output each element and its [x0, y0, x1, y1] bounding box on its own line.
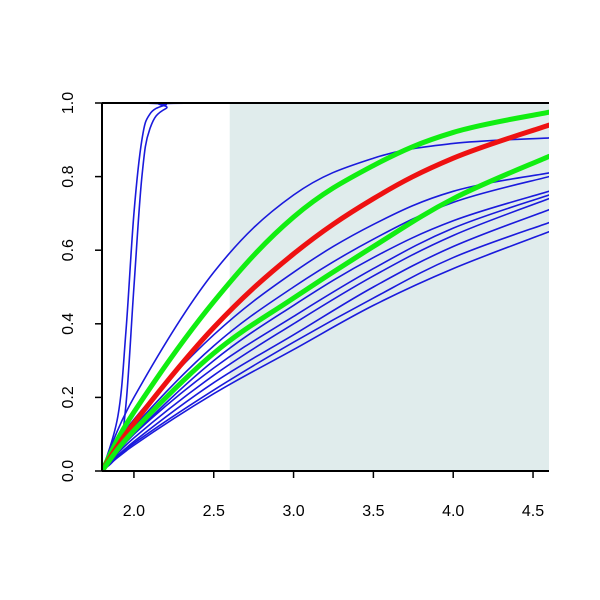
- green-series-line-11: [102, 109, 549, 471]
- shaded-region: [229, 103, 549, 471]
- y-tick-label: 1.0: [60, 92, 77, 114]
- x-tick-label: 3.5: [362, 503, 384, 520]
- series-group: [102, 103, 549, 471]
- blue-series-line-9: [102, 221, 549, 471]
- blue-series-line-4: [102, 175, 549, 471]
- axes: 0.0 0.2 0.4 0.6 0.8 1.0 2.0 2.5 3.0 3.5 4.0 4.5: [60, 92, 549, 520]
- y-tick-label: 0.4: [60, 313, 77, 335]
- blue-series-line-2: [102, 137, 549, 471]
- blue-series-line-6: [102, 194, 549, 471]
- y-tick-label: 0.0: [60, 460, 77, 482]
- green-series-line-13: [102, 153, 549, 471]
- x-tick-label: 4.0: [442, 503, 464, 520]
- x-tick-label: 2.5: [203, 503, 225, 520]
- x-tick-label: 3.0: [282, 503, 304, 520]
- y-tick-label: 0.8: [60, 165, 77, 187]
- x-tick-label: 2.0: [123, 503, 145, 520]
- blue-series-line-10: [102, 231, 549, 471]
- blue-series-line-8: [102, 208, 549, 471]
- x-tick-label: 4.5: [522, 503, 544, 520]
- y-tick-label: 0.6: [60, 239, 77, 261]
- blue-series-line-7: [102, 197, 549, 471]
- y-tick-label: 0.2: [60, 386, 77, 408]
- blue-series-line-0: [102, 103, 549, 471]
- red-series-line-12: [102, 122, 549, 471]
